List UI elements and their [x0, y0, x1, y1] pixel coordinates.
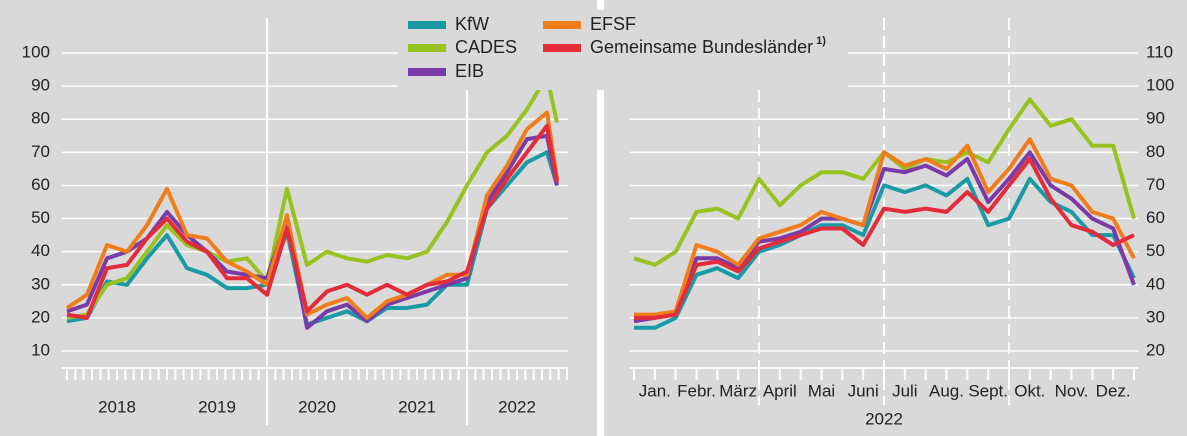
series-line	[66, 123, 559, 320]
y-tick-label: 90	[31, 76, 50, 95]
y-tick-label: 90	[1146, 109, 1165, 128]
y-tick-label: 40	[31, 241, 50, 260]
y-tick-label: 60	[1146, 208, 1165, 227]
legend-label: EIB	[455, 61, 484, 81]
x-tick-label: Sept.	[968, 381, 1008, 400]
legend-swatch	[408, 44, 446, 52]
x-tick-label: 2021	[398, 397, 436, 416]
x-tick-label: Febr.	[677, 381, 716, 400]
x-tick-label: März	[719, 381, 757, 400]
y-tick-label: 30	[1146, 307, 1165, 326]
x-tick-label: Dez.	[1096, 381, 1131, 400]
x-tick-label: Aug.	[929, 381, 964, 400]
legend-bg	[398, 10, 848, 90]
series-line	[634, 137, 1136, 317]
x-axis-label: 2022	[865, 409, 903, 428]
x-tick-label: Mai	[808, 381, 835, 400]
x-tick-label: 2022	[498, 397, 536, 416]
y-tick-label: 70	[31, 142, 50, 161]
legend-footnote: 1)	[816, 35, 826, 47]
legend-swatch	[543, 44, 581, 52]
y-tick-label: 50	[31, 208, 50, 227]
legend-swatch	[408, 68, 446, 76]
legend-label: Gemeinsame Bundesländer	[590, 37, 813, 57]
y-tick-label: 80	[1146, 142, 1165, 161]
x-tick-label: Juni	[848, 381, 879, 400]
y-tick-label: 100	[1146, 76, 1174, 95]
x-tick-label: 2020	[298, 397, 336, 416]
x-tick-label: Okt.	[1014, 381, 1045, 400]
x-tick-label: Juli	[892, 381, 918, 400]
y-tick-label: 70	[1146, 175, 1165, 194]
series-line	[634, 157, 1135, 320]
legend-label: EFSF	[590, 14, 636, 34]
series-line	[634, 176, 1136, 330]
legend-swatch	[543, 21, 581, 29]
y-tick-label: 80	[31, 109, 50, 128]
legend-label: KfW	[455, 14, 489, 34]
y-tick-label: 50	[1146, 241, 1165, 260]
y-tick-label: 20	[31, 307, 50, 326]
legend-label: CADES	[455, 37, 517, 57]
series-line	[633, 150, 1136, 324]
y-tick-label: 60	[31, 175, 50, 194]
x-tick-label: 2018	[98, 397, 136, 416]
x-tick-label: Nov.	[1055, 381, 1089, 400]
series-line	[66, 74, 559, 320]
x-tick-label: April	[763, 381, 797, 400]
y-tick-label: 110	[1146, 42, 1173, 61]
y-tick-label: 30	[31, 274, 50, 293]
series-line	[65, 110, 559, 320]
x-tick-label: 2019	[198, 397, 236, 416]
x-tick-label: Jan.	[639, 381, 671, 400]
y-tick-label: 10	[31, 340, 50, 359]
legend-swatch	[408, 21, 446, 29]
y-tick-label: 100	[22, 42, 50, 61]
y-tick-label: 20	[1146, 340, 1165, 359]
y-tick-label: 40	[1146, 274, 1165, 293]
